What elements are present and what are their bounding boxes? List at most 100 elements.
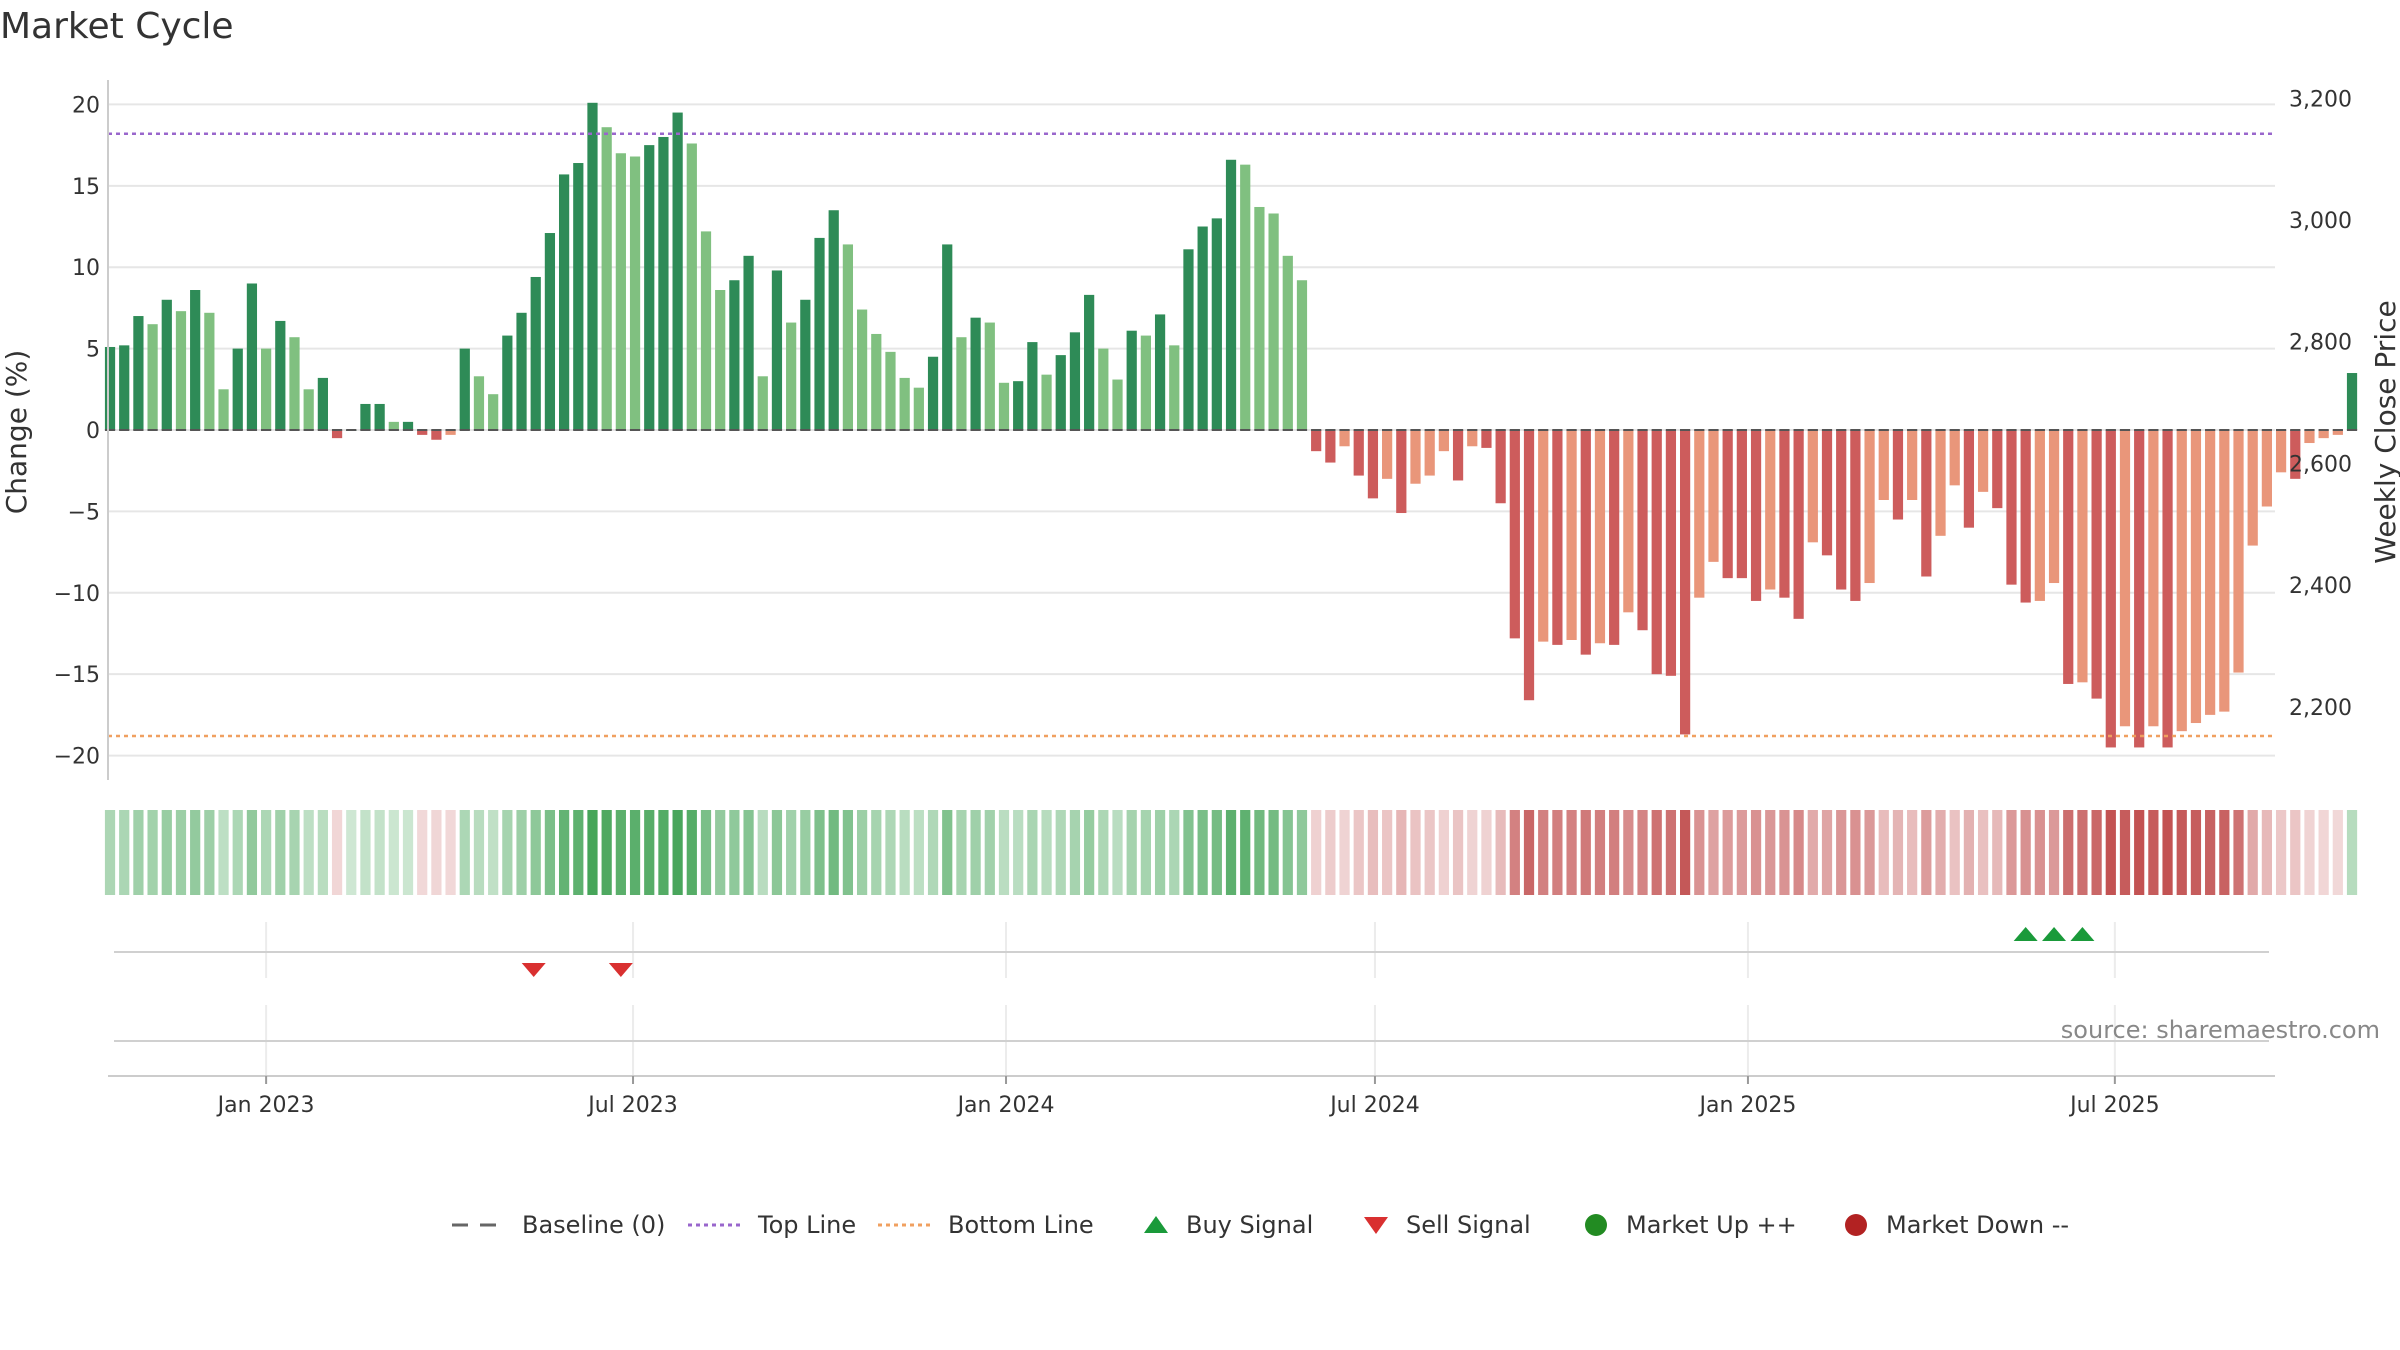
source-note: source: sharemaestro.com <box>2061 1016 2380 1044</box>
bar <box>1325 430 1336 463</box>
right-tick-label: 2,200 <box>2289 696 2352 721</box>
heat-cell <box>1084 810 1095 895</box>
heat-cell <box>133 810 144 895</box>
heat-cell <box>615 810 626 895</box>
heat-cell <box>2247 810 2258 895</box>
bar <box>1296 280 1308 430</box>
heat-cell <box>644 810 655 895</box>
heat-cell <box>1424 810 1435 895</box>
heat-cell <box>1254 810 1265 895</box>
heat-cell <box>1311 810 1322 895</box>
heat-cell <box>1963 810 1975 895</box>
buy-signal-marker <box>2013 927 2038 941</box>
bar <box>1225 159 1237 430</box>
heat-cell <box>672 810 683 895</box>
bar <box>1396 430 1407 514</box>
bar <box>1609 430 1620 645</box>
bar <box>1580 430 1591 655</box>
bar <box>1140 335 1151 430</box>
heat-cell <box>1907 810 1918 895</box>
bar <box>871 333 882 430</box>
bar <box>1353 430 1364 476</box>
heat-cell <box>1481 810 1492 895</box>
bar <box>1154 314 1166 430</box>
bar <box>1821 430 1833 556</box>
legend: Baseline (0) Top Line Bottom Line Buy Signa… <box>452 1211 2069 1239</box>
bar <box>1566 430 1577 640</box>
bar <box>2233 430 2244 673</box>
heat-cell <box>1850 810 1861 895</box>
heat-cell <box>1609 810 1620 895</box>
heat-cell <box>1013 810 1024 895</box>
y-tick-label: 5 <box>86 338 100 363</box>
legend-item: Market Down -- <box>1845 1211 2069 1239</box>
bar <box>2020 430 2031 603</box>
heat-cell <box>1225 810 1237 895</box>
chart-title: Market Cycle <box>0 6 234 47</box>
bar <box>1864 430 1875 584</box>
bar <box>743 255 754 430</box>
heat-cell <box>1694 810 1705 895</box>
bar <box>1594 430 1606 644</box>
bar <box>629 156 641 430</box>
heat-cell <box>1140 810 1151 895</box>
heat-cell <box>743 810 754 895</box>
bar <box>601 127 612 431</box>
heat-cell <box>1183 810 1194 895</box>
heat-cell <box>402 810 414 895</box>
bar <box>133 316 144 430</box>
heat-cell <box>1452 810 1464 895</box>
bar <box>842 244 854 430</box>
heat-cell <box>1977 810 1989 895</box>
right-tick-label: 2,400 <box>2289 574 2352 599</box>
bar <box>1935 430 1946 536</box>
x-tick-label: Jul 2025 <box>2068 1093 2160 1118</box>
bar <box>1878 430 1889 500</box>
bar <box>2134 430 2145 748</box>
bar-series <box>104 102 2358 748</box>
heat-cell <box>1282 810 1293 895</box>
bar <box>2318 430 2329 439</box>
heat-cell <box>317 810 328 895</box>
heat-cell <box>2205 810 2216 895</box>
heat-cell <box>1921 810 1932 895</box>
bar <box>1282 255 1293 430</box>
heat-cell <box>1552 810 1563 895</box>
bar <box>374 403 385 430</box>
bar <box>2048 430 2060 584</box>
bar <box>218 389 229 430</box>
heat-cell <box>190 810 201 895</box>
heat-cell <box>984 810 995 895</box>
bar <box>104 346 116 430</box>
bar <box>729 280 740 430</box>
left-axis-label: Change (%) <box>0 350 33 515</box>
y-tick-label: −5 <box>68 500 100 525</box>
bar <box>261 348 272 430</box>
legend-label: Bottom Line <box>948 1211 1094 1239</box>
bar <box>530 276 541 430</box>
heat-cell <box>161 810 172 895</box>
heat-cell <box>1367 810 1379 895</box>
signal-panel <box>114 922 2269 1075</box>
bar <box>2219 430 2230 712</box>
bar <box>2332 430 2343 435</box>
bar <box>1311 430 1322 452</box>
legend-label: Sell Signal <box>1406 1211 1531 1239</box>
bar <box>544 233 556 430</box>
bar <box>1708 430 1719 562</box>
heat-cell <box>700 810 712 895</box>
bar <box>672 112 683 430</box>
legend-label: Baseline (0) <box>522 1211 665 1239</box>
bar <box>2205 430 2216 715</box>
bar <box>2247 430 2258 546</box>
bar <box>757 376 768 430</box>
bar <box>473 376 485 430</box>
bar <box>417 430 428 435</box>
heat-cell <box>1665 810 1677 895</box>
bar <box>1452 430 1464 481</box>
bar <box>899 377 910 430</box>
heat-cell <box>1821 810 1833 895</box>
legend-label: Buy Signal <box>1186 1211 1313 1239</box>
bar <box>1736 430 1747 579</box>
